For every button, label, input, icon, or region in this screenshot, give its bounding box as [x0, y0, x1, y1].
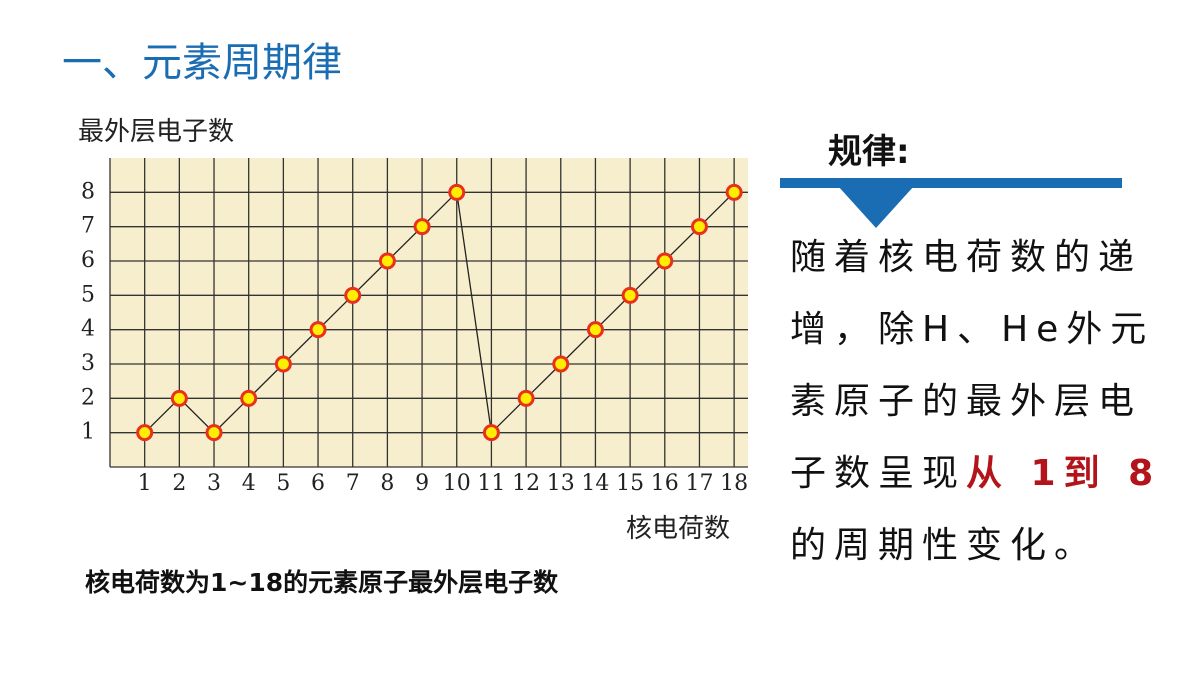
- x-tick-label: 15: [616, 471, 644, 496]
- y-tick-label: 3: [81, 351, 95, 376]
- rule-text-part: 随着核电荷数的递增，除H、He外元素原子的最外层电子数呈现: [790, 237, 1155, 494]
- data-point: [448, 183, 466, 201]
- data-point: [552, 355, 570, 373]
- data-point: [586, 321, 604, 339]
- x-tick-label: 9: [415, 471, 429, 496]
- x-tick-label: 1: [138, 471, 152, 496]
- rule-highlight: 从 1到 8: [966, 453, 1162, 494]
- data-point: [378, 252, 396, 270]
- x-tick-label: 14: [581, 471, 609, 496]
- x-tick-label: 2: [172, 471, 186, 496]
- data-point: [274, 355, 292, 373]
- x-tick-label: 7: [346, 471, 360, 496]
- x-tick-label: 16: [651, 471, 679, 496]
- rule-text-part: 的周期性变化。: [790, 525, 1099, 566]
- data-point: [413, 218, 431, 236]
- chart-caption: 核电荷数为1~18的元素原子最外层电子数: [85, 568, 559, 597]
- y-tick-label: 5: [81, 282, 95, 307]
- x-tick-label: 18: [720, 471, 748, 496]
- x-tick-label: 8: [380, 471, 394, 496]
- y-tick-label: 2: [81, 385, 95, 410]
- data-point: [517, 389, 535, 407]
- data-point: [344, 286, 362, 304]
- y-axis-label: 最外层电子数: [78, 117, 234, 147]
- x-tick-label: 5: [276, 471, 290, 496]
- x-tick-label: 10: [443, 471, 471, 496]
- slide-title: 一、元素周期律: [62, 40, 342, 86]
- y-tick-label: 4: [81, 317, 95, 342]
- data-point: [656, 252, 674, 270]
- x-tick-label: 6: [311, 471, 325, 496]
- rule-heading: 规律:: [828, 132, 910, 172]
- plot-background: [110, 158, 748, 467]
- x-tick-label: 12: [512, 471, 540, 496]
- data-point: [309, 321, 327, 339]
- y-tick-label: 7: [81, 214, 95, 239]
- x-tick-label: 13: [547, 471, 575, 496]
- data-point: [725, 183, 743, 201]
- rule-bar: [780, 178, 1122, 188]
- x-tick-label: 11: [477, 471, 505, 496]
- data-point: [482, 424, 500, 442]
- x-tick-label: 4: [242, 471, 256, 496]
- data-point: [205, 424, 223, 442]
- y-tick-label: 8: [81, 179, 95, 204]
- x-axis-label: 核电荷数: [626, 514, 730, 544]
- data-point: [170, 389, 188, 407]
- y-tick-label: 6: [81, 248, 95, 273]
- data-point: [690, 218, 708, 236]
- data-point: [136, 424, 154, 442]
- rule-pointer: [838, 186, 914, 228]
- x-tick-label: 17: [685, 471, 713, 496]
- rule-text: 随着核电荷数的递增，除H、He外元素原子的最外层电子数呈现从 1到 8 的周期性变…: [790, 222, 1170, 582]
- x-tick-label: 3: [207, 471, 221, 496]
- data-point: [240, 389, 258, 407]
- data-point: [621, 286, 639, 304]
- y-tick-label: 1: [81, 420, 95, 445]
